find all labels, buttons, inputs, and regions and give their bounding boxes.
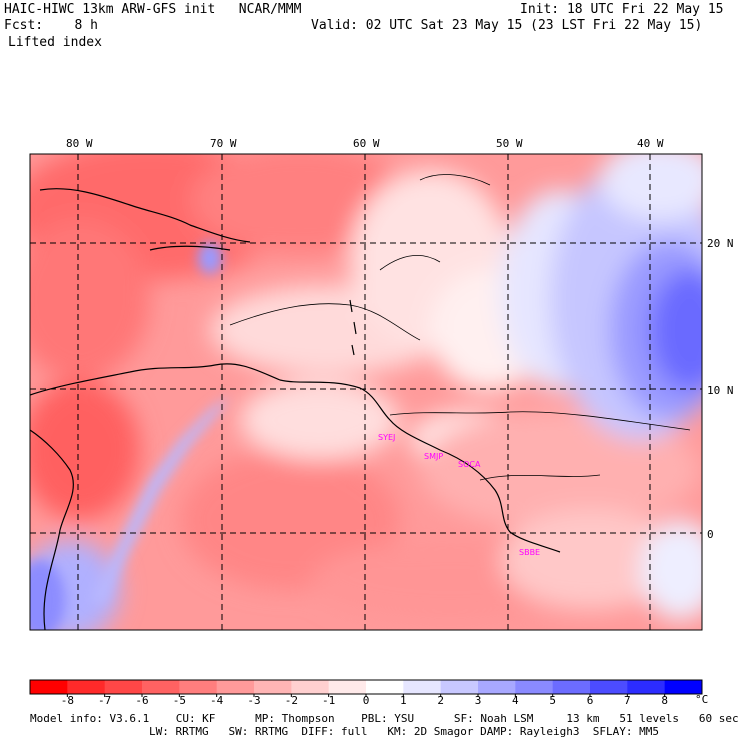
colorbar-swatch: [291, 680, 330, 694]
colorbar-tick-label: 7: [624, 694, 631, 707]
lifted-index-field: [30, 154, 702, 630]
colorbar-swatch: [179, 680, 218, 694]
colorbar-tick-label: -8: [60, 694, 74, 707]
colorbar-tick-label: 8: [661, 694, 668, 707]
fcst-label: Fcst:: [4, 18, 44, 33]
colorbar-tick-label: -5: [172, 694, 186, 707]
forecast-line: Fcst: 8 h: [4, 18, 98, 33]
lat-label-20n: 20 N: [707, 237, 734, 250]
lon-label-70w: 70 W: [210, 137, 237, 150]
lon-label-60w: 60 W: [353, 137, 380, 150]
graticule: [30, 154, 702, 630]
colorbar-tick-label: 2: [437, 694, 444, 707]
colorbar-swatch: [30, 680, 68, 694]
colorbar-swatch: [366, 680, 404, 694]
colorbar-tick-label: 0: [362, 694, 370, 707]
colorbar-swatch: [440, 680, 479, 694]
map-frame: [29, 153, 703, 631]
colorbar-swatch: [515, 680, 554, 694]
colorbar-tick-label: 1: [400, 694, 407, 707]
colorbar-tick-label: -2: [284, 694, 298, 707]
lon-label-50w: 50 W: [496, 137, 523, 150]
lon-label-80w: 80 W: [66, 137, 93, 150]
field-name: Lifted index: [8, 35, 102, 50]
station-label-smjp: SMJP: [424, 452, 443, 461]
colorbar-unit: °C: [695, 693, 709, 706]
colorbar-swatch: [67, 680, 106, 694]
lat-label-10n: 10 N: [707, 384, 734, 397]
lat-label-0: 0: [707, 528, 714, 541]
colorbar-swatch: [590, 680, 628, 694]
colorbar-tick-label: 4: [512, 694, 519, 707]
station-label-sbbe: SBBE: [519, 548, 540, 557]
colorbar-tick-label: -4: [210, 694, 224, 707]
colorbar-swatch: [627, 680, 666, 694]
colorbar-tick-label: -1: [322, 694, 336, 707]
colorbar-swatch: [142, 680, 180, 694]
colorbar-tick-label: 3: [474, 694, 482, 707]
colorbar-swatch: [216, 680, 255, 694]
model-info-line2: LW: RRTMG SW: RRTMG DIFF: full KM: 2D Sm…: [149, 725, 659, 738]
colorbar-tick-label: 6: [586, 694, 594, 707]
colorbar-swatch: [552, 680, 591, 694]
fcst-value: 8 h: [74, 18, 98, 33]
colorbar-swatch: [104, 680, 143, 694]
colorbar-swatch: [664, 680, 703, 694]
colorbar-tick-label: -3: [247, 694, 261, 707]
contours: [229, 174, 691, 481]
colorbar-tick-label: 5: [549, 694, 556, 707]
colorbar-swatch: [403, 680, 442, 694]
station-label-soca: SOCA: [458, 460, 481, 469]
colorbar-swatch: [478, 680, 516, 694]
colorbar-swatch: [328, 680, 367, 694]
station-label-syej: SYEJ: [378, 433, 395, 442]
init-time: Init: 18 UTC Fri 22 May 15: [520, 2, 724, 17]
lon-label-40w: 40 W: [637, 137, 664, 150]
valid-time: Valid: 02 UTC Sat 23 May 15 (23 LST Fri …: [311, 18, 703, 33]
title-left: HAIC-HIWC 13km ARW-GFS init NCAR/MMM: [4, 2, 302, 17]
colorbar-tick-label: -7: [98, 694, 112, 707]
colorbar-swatch: [254, 680, 292, 694]
colorbar-tick-label: -6: [135, 694, 149, 707]
colorbar: [29, 679, 703, 697]
station-labels: SYEJ SMJP SOCA SBBE: [378, 433, 540, 557]
model-info-line1: Model info: V3.6.1 CU: KF MP: Thompson P…: [30, 712, 739, 725]
